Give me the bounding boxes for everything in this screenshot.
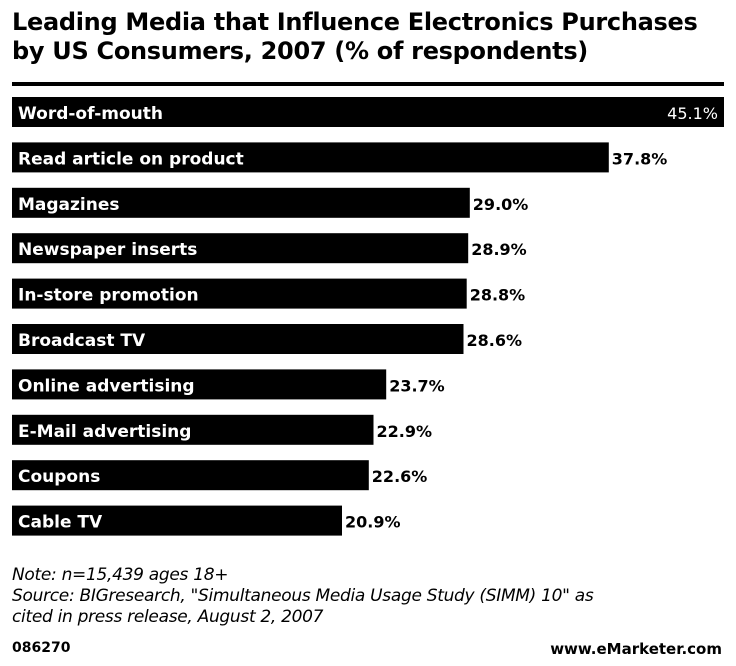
brand-url: www.eMarketer.com [550, 640, 722, 658]
title-rule [12, 82, 724, 86]
note-text: Note: n=15,439 ages 18+ [12, 565, 229, 585]
category-label-4: In-store promotion [18, 286, 199, 306]
category-label-9: Cable TV [18, 513, 103, 533]
bar-5 [12, 324, 464, 354]
value-label-3: 28.9% [471, 240, 527, 259]
value-label-8: 22.6% [372, 467, 428, 486]
chart-id: 086270 [12, 640, 71, 656]
bar-7 [12, 414, 374, 445]
value-label-6: 23.7% [389, 376, 445, 395]
bar-3 [12, 233, 469, 264]
value-label-4: 28.8% [470, 286, 526, 305]
category-label-3: Newspaper inserts [18, 240, 197, 260]
chart-notes: Note: n=15,439 ages 18+ Source: BIGresea… [12, 565, 724, 628]
category-label-5: Broadcast TV [18, 331, 146, 351]
bar-chart: Word-of-mouth 45.1% Read article on produc… [12, 97, 724, 536]
bar-1 [12, 142, 609, 173]
bar-8 [12, 460, 369, 491]
category-label-7: E-Mail advertising [18, 422, 191, 442]
value-label-1: 37.8% [612, 149, 668, 168]
value-label-2: 29.0% [473, 195, 529, 214]
category-label-6: Online advertising [18, 376, 195, 396]
bar-4 [12, 278, 467, 309]
value-label-9: 20.9% [345, 513, 401, 532]
value-label-7: 22.9% [377, 422, 433, 441]
bar-6 [12, 369, 387, 400]
category-label-0: Word-of-mouth [18, 104, 163, 124]
value-label-0: 45.1% [667, 104, 718, 123]
bar-0 [12, 97, 724, 127]
chart-title: Leading Media that Influence Electronics… [12, 8, 698, 65]
bar-9 [12, 505, 342, 536]
source-text-line1: Source: BIGresearch, "Simultaneous Media… [12, 586, 594, 606]
source-text-line2: cited in press release, August 2, 2007 [12, 607, 324, 627]
bar-2 [12, 187, 470, 218]
category-label-8: Coupons [18, 467, 100, 487]
value-label-5: 28.6% [467, 331, 523, 350]
category-label-2: Magazines [18, 195, 120, 215]
category-label-1: Read article on product [18, 149, 244, 169]
